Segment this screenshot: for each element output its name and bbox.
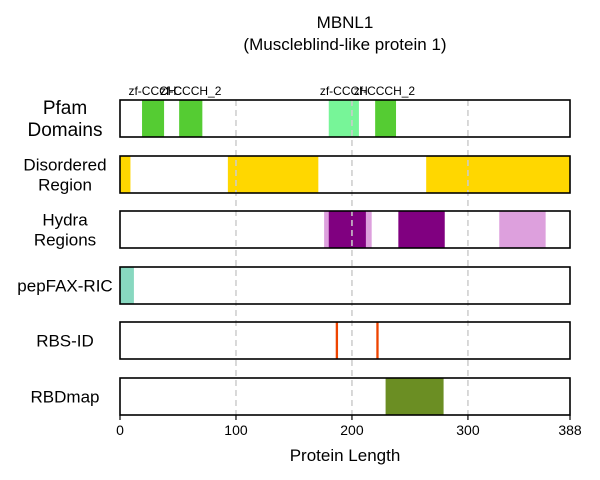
track-border	[119, 210, 571, 249]
x-tick-label: 300	[456, 422, 480, 438]
track-label: Disordered Region	[23, 155, 106, 194]
track-background	[120, 267, 570, 304]
track-border	[119, 377, 571, 416]
x-tick-label: 200	[340, 422, 364, 438]
track-label: Hydra Regions	[34, 210, 96, 249]
track-border	[119, 321, 571, 360]
x-axis-label: Protein Length	[290, 446, 401, 465]
track-background	[120, 322, 570, 359]
track-segment	[179, 100, 203, 137]
track-4: RBS-ID	[36, 322, 570, 359]
track-segment	[328, 211, 366, 248]
x-tick-label: 0	[116, 422, 124, 438]
chart-subtitle: (Muscleblind-like protein 1)	[243, 35, 446, 54]
track-border	[119, 155, 571, 194]
track-label: RBS-ID	[36, 331, 94, 350]
track-1: Disordered Region	[23, 155, 570, 194]
x-tick-label: 100	[224, 422, 248, 438]
track-border	[119, 99, 571, 138]
domain-annotation: zf-C	[160, 84, 182, 98]
track-segment	[120, 267, 134, 304]
domain-annotation: zf-CCCH_2	[160, 84, 222, 98]
domain-annotation: zf-CCCH_2	[354, 84, 416, 98]
track-label: Pfam Domains	[28, 98, 103, 141]
track-label: pepFAX-RIC	[17, 276, 112, 295]
track-segment	[499, 211, 546, 248]
track-5: RBDmap	[31, 378, 570, 415]
x-axis: 0 100 200 300 388	[116, 99, 582, 438]
track-segment	[426, 156, 570, 193]
track-3: pepFAX-RIC	[17, 267, 570, 304]
track-segment	[376, 322, 379, 359]
chart-title: MBNL1	[317, 13, 374, 32]
track-2: Hydra Regions	[34, 210, 570, 249]
track-segment	[398, 211, 445, 248]
track-segment	[328, 100, 359, 137]
grid-lines	[235, 100, 469, 415]
domain-annotation: zf-CCCH	[128, 84, 176, 98]
track-border	[119, 266, 571, 305]
x-tick-label: 388	[558, 422, 582, 438]
track-segment	[385, 378, 444, 415]
track-label: RBDmap	[31, 387, 100, 406]
track-segment	[120, 156, 131, 193]
track-segment	[335, 322, 339, 359]
track-segment	[142, 100, 165, 137]
track-segment	[375, 100, 397, 137]
track-segment	[227, 156, 319, 193]
track-background	[120, 378, 570, 415]
domain-annotation: zf-CCCH	[320, 84, 368, 98]
